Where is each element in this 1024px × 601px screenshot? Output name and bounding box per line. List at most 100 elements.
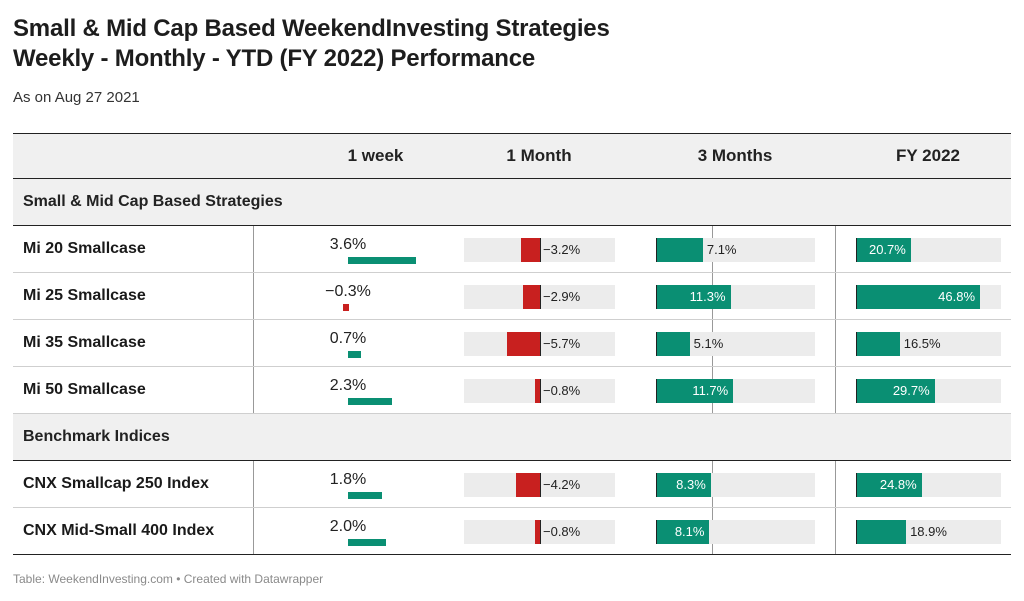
month-track: −5.7%: [464, 332, 615, 356]
three-month-zero-line: [656, 332, 657, 356]
column-divider: [253, 273, 254, 319]
fy2022-zero-line: [856, 285, 857, 309]
table-header: 1 week 1 Month 3 Months FY 2022: [13, 133, 1011, 179]
three-month-bar: [656, 285, 731, 309]
fy2022-value-label: 24.8%: [879, 477, 917, 492]
table-row: Mi 50 Smallcase 2.3% −0.8% 11.7% 29.7%: [13, 367, 1011, 414]
month-zero-line: [540, 520, 541, 544]
column-divider: [835, 508, 836, 554]
three-month-track: 8.1%: [656, 520, 815, 544]
fy2022-zero-line: [856, 520, 857, 544]
month-value-label: −0.8%: [543, 383, 581, 398]
month-track: −0.8%: [464, 379, 615, 403]
three-month-value-label: 11.7%: [692, 383, 729, 398]
fy2022-zero-line: [856, 238, 857, 262]
three-month-zero-line: [656, 238, 657, 262]
section-header: Small & Mid Cap Based Strategies: [13, 179, 1011, 226]
column-divider: [253, 508, 254, 554]
table-row: CNX Smallcap 250 Index 1.8% −4.2% 8.3% 24.8%: [13, 461, 1011, 508]
three-month-bar: [656, 332, 690, 356]
week-value-label: 2.3%: [329, 377, 367, 394]
section-title: Benchmark Indices: [23, 428, 170, 445]
month-track: −2.9%: [464, 285, 615, 309]
table-row: Mi 35 Smallcase 0.7% −5.7% 5.1% 16.5%: [13, 320, 1011, 367]
section-header: Benchmark Indices: [13, 414, 1011, 461]
three-month-value-label: 7.1%: [706, 242, 737, 257]
month-zero-line: [540, 238, 541, 262]
three-month-zero-line: [656, 285, 657, 309]
fy2022-bar: [856, 238, 911, 262]
column-divider: [253, 367, 254, 413]
month-bar: [515, 473, 540, 497]
three-month-zero-line: [656, 520, 657, 544]
col-header-1-week: 1 week: [347, 146, 404, 165]
fy2022-track: 46.8%: [856, 285, 1001, 309]
week-bar: [348, 539, 386, 546]
three-month-zero-line: [656, 379, 657, 403]
column-divider: [253, 226, 254, 272]
fy2022-zero-line: [856, 473, 857, 497]
week-value-label: 1.8%: [329, 471, 367, 488]
three-month-bar: [656, 473, 711, 497]
month-value-label: −5.7%: [543, 336, 581, 351]
week-bar: [343, 304, 349, 311]
fy2022-zero-line: [856, 379, 857, 403]
fy2022-value-label: 18.9%: [910, 524, 947, 539]
fy2022-bar: [856, 520, 907, 544]
fy2022-value-label: 16.5%: [903, 336, 941, 351]
month-zero-line: [540, 285, 541, 309]
month-track: −4.2%: [464, 473, 615, 497]
month-track: −0.8%: [464, 520, 615, 544]
fy2022-track: 18.9%: [856, 520, 1001, 544]
col-header-3-months: 3 Months: [697, 146, 773, 165]
three-month-track: 11.3%: [656, 285, 815, 309]
three-month-bar: [656, 379, 734, 403]
row-name: Mi 50 Smallcase: [23, 381, 146, 398]
fy2022-zero-line: [856, 332, 857, 356]
section-title: Small & Mid Cap Based Strategies: [23, 193, 283, 210]
column-divider: [835, 367, 836, 413]
col-header-fy-2022: FY 2022: [896, 146, 960, 165]
fy2022-track: 20.7%: [856, 238, 1001, 262]
week-value-label: 0.7%: [329, 330, 367, 347]
row-name: CNX Smallcap 250 Index: [23, 475, 209, 492]
week-value-label: 2.0%: [329, 518, 367, 535]
month-bar: [535, 379, 540, 403]
row-name: Mi 20 Smallcase: [23, 240, 146, 257]
three-month-track: 11.7%: [656, 379, 815, 403]
month-value-label: −2.9%: [543, 289, 581, 304]
three-month-value-label: 5.1%: [693, 336, 724, 351]
fy2022-bar: [856, 332, 900, 356]
month-bar: [521, 238, 540, 262]
fy2022-bar: [856, 473, 922, 497]
fy2022-value-label: 46.8%: [938, 289, 976, 304]
chart-title: Small & Mid Cap Based WeekendInvesting S…: [13, 14, 610, 74]
column-divider: [253, 320, 254, 366]
column-divider: [253, 461, 254, 507]
week-bar: [348, 351, 362, 358]
three-month-bar: [656, 238, 703, 262]
three-month-value-label: 11.3%: [689, 289, 726, 304]
row-name: Mi 25 Smallcase: [23, 287, 146, 304]
fy2022-value-label: 20.7%: [868, 242, 906, 257]
title-line-1: Small & Mid Cap Based WeekendInvesting S…: [13, 15, 610, 42]
fy2022-bar: [856, 379, 935, 403]
table-row: CNX Mid-Small 400 Index 2.0% −0.8% 8.1% 18.9…: [13, 508, 1011, 555]
month-bar: [535, 520, 540, 544]
week-bar: [348, 492, 383, 499]
column-divider: [835, 273, 836, 319]
three-month-zero-line: [656, 473, 657, 497]
month-zero-line: [540, 473, 541, 497]
month-bar: [523, 285, 540, 309]
three-month-track: 8.3%: [656, 473, 815, 497]
column-divider: [835, 461, 836, 507]
month-bar: [506, 332, 540, 356]
week-value-label: −0.3%: [325, 283, 371, 300]
table-row: Mi 25 Smallcase −0.3% −2.9% 11.3% 46.8%: [13, 273, 1011, 320]
performance-table: 1 week 1 Month 3 Months FY 2022 Small & …: [13, 133, 1011, 555]
col-header-1-month: 1 Month: [506, 146, 572, 165]
week-bar: [348, 398, 392, 405]
fy2022-value-label: 29.7%: [892, 383, 930, 398]
fy2022-track: 24.8%: [856, 473, 1001, 497]
table-row: Mi 20 Smallcase 3.6% −3.2% 7.1% 20.7%: [13, 226, 1011, 273]
